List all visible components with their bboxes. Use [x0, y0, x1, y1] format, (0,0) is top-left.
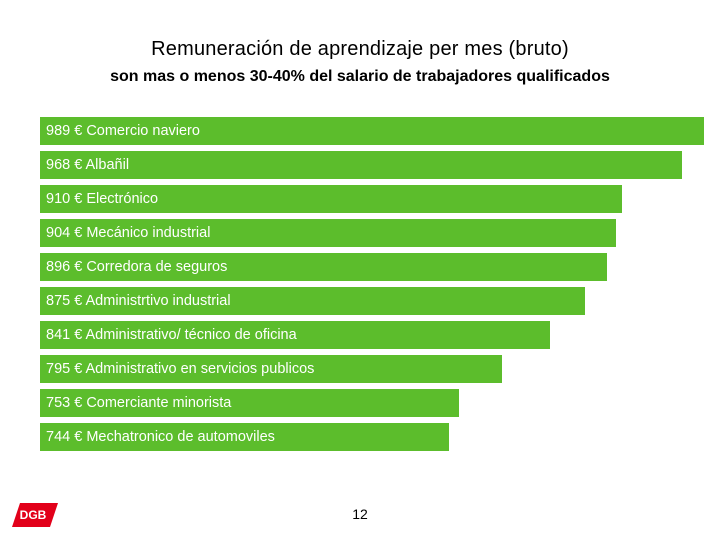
bar-8 [40, 355, 503, 383]
bar-1 [40, 117, 704, 145]
bar-label-3: 910 € Electrónico [46, 191, 159, 207]
chart-subtitle: son mas o menos 30-40% del salario de tr… [110, 68, 610, 85]
bar-label-2: 968 € Albañil [46, 157, 130, 173]
bar-7 [40, 321, 551, 349]
bar-4 [40, 219, 616, 247]
bar-label-9: 753 € Comerciante minorista [46, 395, 232, 411]
bar-5 [40, 253, 608, 281]
bar-label-1: 989 € Comercio naviero [46, 123, 200, 139]
bar-10 [40, 423, 450, 451]
bar-9 [40, 389, 459, 417]
page-number: 12 [352, 506, 368, 522]
bar-label-7: 841 € Administrativo/ técnico de oficina [46, 327, 297, 343]
chart-title: Remuneración de aprendizaje per mes (bru… [151, 38, 569, 60]
bar-label-10: 744 € Mechatronico de automoviles [46, 429, 275, 445]
bar-3 [40, 185, 622, 213]
dgb-logo: DGB [12, 503, 58, 527]
bar-label-4: 904 € Mecánico industrial [46, 225, 211, 241]
bar-label-8: 795 € Administrativo en servicios public… [46, 361, 315, 377]
bar-6 [40, 287, 586, 315]
bar-label-5: 896 € Corredora de seguros [46, 259, 228, 275]
logo-text: DGB [20, 508, 47, 522]
bar-2 [40, 151, 683, 179]
bar-label-6: 875 € Administrtivo industrial [46, 293, 231, 309]
